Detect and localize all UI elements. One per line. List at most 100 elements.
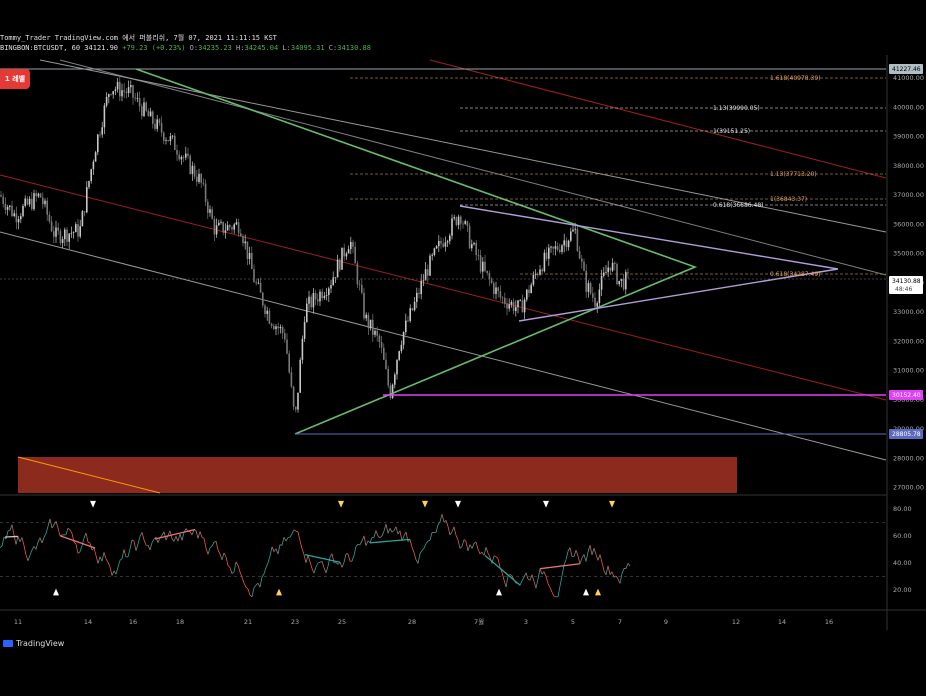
rsi-segment: [273, 548, 277, 552]
candle-body: [537, 274, 539, 275]
oscillator-pane[interactable]: 80.00 60.00 40.00 20.00: [0, 500, 912, 598]
rsi-segment: [119, 558, 123, 561]
rsi-segment: [99, 556, 103, 562]
candle-body: [493, 283, 495, 295]
candle-body: [332, 277, 334, 286]
rsi-segment: [427, 539, 431, 542]
drawings[interactable]: [0, 68, 886, 435]
symbol-name[interactable]: BINGBON:BTCUSDT, 60: [0, 44, 81, 52]
time-axis[interactable]: 11 14 16 18 21 23 25 28 7월 3 5 7 9 12 14 16: [14, 617, 833, 626]
candle-body: [482, 261, 484, 272]
zone-diagonal: [17, 456, 161, 494]
rsi-segment: [219, 553, 223, 560]
candle-body: [4, 203, 7, 210]
layer-badge[interactable]: 1 레벨: [0, 69, 30, 89]
rsi-segment: [223, 552, 227, 557]
rsi-segment: [3, 536, 7, 540]
price-axis[interactable]: 41000.00 40000.00 39000.00 38000.00 37000.00…: [889, 64, 924, 492]
candle-body: [468, 225, 471, 249]
fib-levels[interactable]: 1.618(40978.39) 1.13(39990.05) 1(39151.25)…: [350, 75, 886, 278]
candle-body: [343, 247, 345, 257]
supply-zone: [18, 457, 737, 493]
candle-body: [279, 326, 282, 329]
rsi-segment: [575, 550, 579, 557]
candle-body: [365, 314, 367, 319]
candle-body: [116, 81, 119, 90]
candle-body: [550, 246, 552, 248]
rsi-segment: [127, 548, 131, 557]
rsi-segment: [57, 527, 61, 536]
candle-body: [435, 246, 438, 249]
candle-body: [22, 205, 24, 217]
candle-body: [193, 165, 196, 177]
tradingview-logo[interactable]: TradingView: [3, 639, 64, 648]
candle-body: [202, 182, 205, 184]
price-tick-label: 33000.00: [893, 308, 924, 316]
candle-body: [284, 333, 286, 340]
candle-body: [574, 228, 576, 230]
rsi-segment: [341, 562, 345, 568]
rsi-segment: [465, 541, 469, 551]
rsi-segment: [211, 542, 215, 547]
candle-body: [444, 242, 447, 247]
triangle-pattern: [135, 68, 698, 435]
candle-body: [596, 303, 598, 307]
candle-body: [97, 134, 99, 153]
rsi-segment: [531, 574, 535, 582]
rsi-segment: [359, 540, 363, 546]
rsi-segment: [181, 532, 185, 541]
candle-body: [424, 269, 427, 281]
rsi-segment: [579, 557, 583, 564]
chart-area[interactable]: 1.618(40978.39) 1.13(39990.05) 1(39151.25)…: [0, 55, 926, 632]
rsi-segment: [189, 531, 193, 536]
rsi-segment: [143, 539, 147, 546]
rsi-segment: [101, 552, 105, 562]
rsi-segment: [387, 528, 391, 534]
rsi-segment: [325, 566, 329, 573]
time-tick-label: 9: [664, 618, 668, 626]
rsi-segment: [595, 554, 599, 561]
rsi-segment: [393, 526, 397, 531]
candle-body: [521, 300, 524, 313]
rsi-segment: [607, 565, 611, 575]
candle-body: [407, 320, 409, 322]
rsi-segment: [51, 524, 55, 529]
candle-body: [358, 284, 361, 286]
sell-signal-icon: [422, 500, 428, 508]
rsi-segment: [403, 531, 407, 536]
rsi-segment: [327, 557, 331, 567]
rsi-segment: [297, 531, 301, 541]
rsi-segment: [225, 556, 229, 566]
candle-body: [180, 156, 183, 160]
rsi-segment: [409, 539, 413, 548]
candle-body: [48, 214, 51, 222]
rsi-segment: [0, 545, 3, 549]
rsi-segment: [97, 556, 101, 564]
time-tick-label: 11: [14, 618, 22, 626]
rsi-segment: [147, 545, 151, 551]
candle-body: [288, 353, 290, 373]
candle-body: [189, 155, 191, 174]
time-tick-label: 14: [778, 618, 786, 626]
candle-body: [559, 249, 561, 252]
candle-body: [255, 282, 257, 284]
rsi-segment: [209, 545, 213, 549]
candle-body: [149, 111, 152, 117]
candle-body: [81, 211, 84, 227]
rsi-segment: [291, 529, 295, 535]
rsi-segment: [533, 581, 537, 589]
candle-body: [224, 230, 227, 233]
candle-body: [319, 291, 321, 302]
rsi-segment: [271, 546, 275, 552]
time-tick-label: 23: [291, 618, 299, 626]
candle-body: [508, 304, 510, 309]
rsi-segment: [205, 547, 209, 555]
osc-tick-label: 40.00: [893, 559, 912, 567]
rsi-segment: [547, 583, 551, 588]
rsi-segment: [613, 575, 617, 578]
candle-body: [473, 242, 475, 245]
candle-body: [541, 269, 543, 272]
divergence-line: [154, 528, 196, 540]
candle-body: [528, 289, 530, 294]
candle-body: [585, 270, 587, 292]
